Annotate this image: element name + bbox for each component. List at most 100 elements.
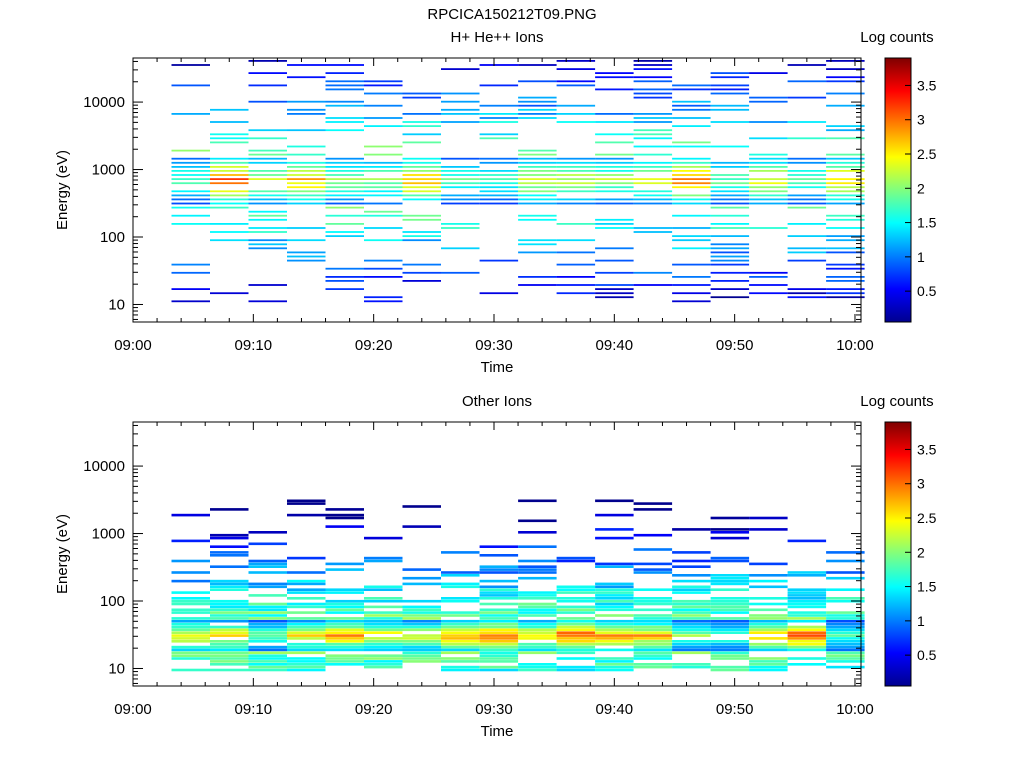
heatmap-cell	[248, 631, 287, 634]
heatmap-cell	[826, 157, 865, 160]
heatmap-cell	[287, 657, 326, 660]
heatmap-cell	[210, 157, 249, 160]
heatmap-cell	[633, 137, 673, 140]
heatmap-cell	[710, 602, 750, 606]
heatmap-cell	[633, 76, 673, 79]
heatmap-cell	[595, 218, 634, 221]
heatmap-cell	[479, 121, 519, 123]
heatmap-cell	[171, 198, 210, 201]
heatmap-cell	[479, 651, 519, 655]
heatmap-cell	[749, 170, 788, 172]
heatmap-cell	[595, 614, 634, 617]
heatmap-cell	[518, 625, 557, 629]
heatmap-cell	[787, 186, 827, 189]
heatmap-cell	[518, 166, 557, 168]
heatmap-cell	[826, 227, 865, 229]
heatmap-cell	[556, 104, 596, 107]
heatmap-cell	[826, 665, 865, 669]
heatmap-cell	[787, 161, 827, 164]
heatmap-cell	[633, 645, 673, 649]
heatmap-cell	[672, 227, 711, 229]
heatmap-cell	[595, 88, 634, 91]
heatmap-cell	[364, 640, 403, 643]
heatmap-cell	[826, 218, 865, 221]
heatmap-cell	[518, 665, 557, 669]
heatmap-cell	[248, 161, 287, 164]
heatmap-cell	[210, 645, 249, 649]
heatmap-cell	[556, 178, 596, 180]
heatmap-cell	[710, 625, 750, 629]
heatmap-cell	[287, 255, 326, 258]
heatmap-cell	[210, 602, 249, 606]
heatmap-cell	[479, 619, 519, 623]
heatmap-cell	[787, 288, 827, 290]
heatmap-cell	[749, 121, 788, 123]
heatmap-cell	[248, 651, 287, 655]
heatmap-cell	[287, 663, 326, 666]
heatmap-cell	[672, 588, 711, 591]
heatmap-cell	[672, 574, 711, 577]
heatmap-cell	[287, 571, 326, 574]
heatmap-cell	[325, 628, 364, 632]
heatmap-cell	[364, 190, 403, 193]
heatmap-cell	[210, 605, 249, 609]
heatmap-cell	[325, 174, 364, 176]
heatmap-cell	[826, 631, 865, 634]
heatmap-cell	[787, 157, 827, 160]
heatmap-cell	[710, 223, 750, 225]
heatmap-cell	[325, 591, 364, 594]
heatmap-cell	[556, 634, 596, 637]
heatmap-cell	[364, 210, 403, 213]
heatmap-cell	[518, 559, 557, 563]
heatmap-cell	[325, 206, 364, 209]
heatmap-cell	[248, 571, 287, 574]
heatmap-cell	[787, 663, 827, 666]
heatmap-cell	[402, 235, 441, 237]
heatmap-cell	[210, 663, 249, 666]
y-tick-label: 1000	[92, 162, 125, 179]
heatmap-cell	[287, 622, 326, 626]
y-axis: 10 100 1000 10000 Energy (eV)	[54, 424, 861, 684]
heatmap-cell	[787, 594, 827, 597]
colorbar-gradient	[884, 421, 912, 687]
heatmap-cell	[364, 125, 403, 127]
heatmap-cell	[171, 174, 210, 176]
heatmap-cell	[749, 153, 788, 156]
heatmap-cell	[633, 271, 673, 274]
x-tick-label: 09:50	[716, 337, 754, 354]
heatmap-cell	[749, 562, 788, 566]
heatmap-cell	[633, 202, 673, 205]
heatmap-cell	[556, 628, 596, 632]
heatmap-cell	[826, 198, 865, 201]
heatmap-cell	[441, 574, 480, 577]
heatmap-cell	[441, 166, 480, 168]
heatmap-cell	[287, 591, 326, 594]
heatmap-cell	[633, 625, 673, 629]
heatmap-cell	[633, 284, 673, 286]
x-tick-label: 09:10	[235, 337, 273, 354]
heatmap-cell	[595, 223, 634, 225]
heatmap-cell	[710, 227, 750, 229]
heatmap-cell	[826, 263, 865, 266]
heatmap-cell	[325, 562, 364, 566]
heatmap-cell	[556, 631, 596, 634]
heatmap-cell	[595, 660, 634, 663]
heatmap-cell	[287, 76, 326, 79]
heatmap-cell	[248, 531, 287, 534]
heatmap-cell	[710, 166, 750, 168]
heatmap-cell	[710, 619, 750, 623]
heatmap-cell	[171, 202, 210, 205]
heatmap-cell	[787, 170, 827, 172]
heatmap-cell	[787, 602, 827, 606]
heatmap-cell	[210, 554, 249, 557]
heatmap-cell	[402, 622, 441, 626]
heatmap-cell	[479, 186, 519, 189]
heatmap-cell	[479, 117, 519, 119]
heatmap-cell	[441, 642, 480, 646]
heatmap-cell	[402, 263, 441, 266]
heatmap-cell	[364, 663, 403, 666]
heatmap-cell	[402, 657, 441, 660]
heatmap-cell	[325, 568, 364, 571]
heatmap-cell	[479, 585, 519, 589]
heatmap-cell	[171, 637, 210, 640]
